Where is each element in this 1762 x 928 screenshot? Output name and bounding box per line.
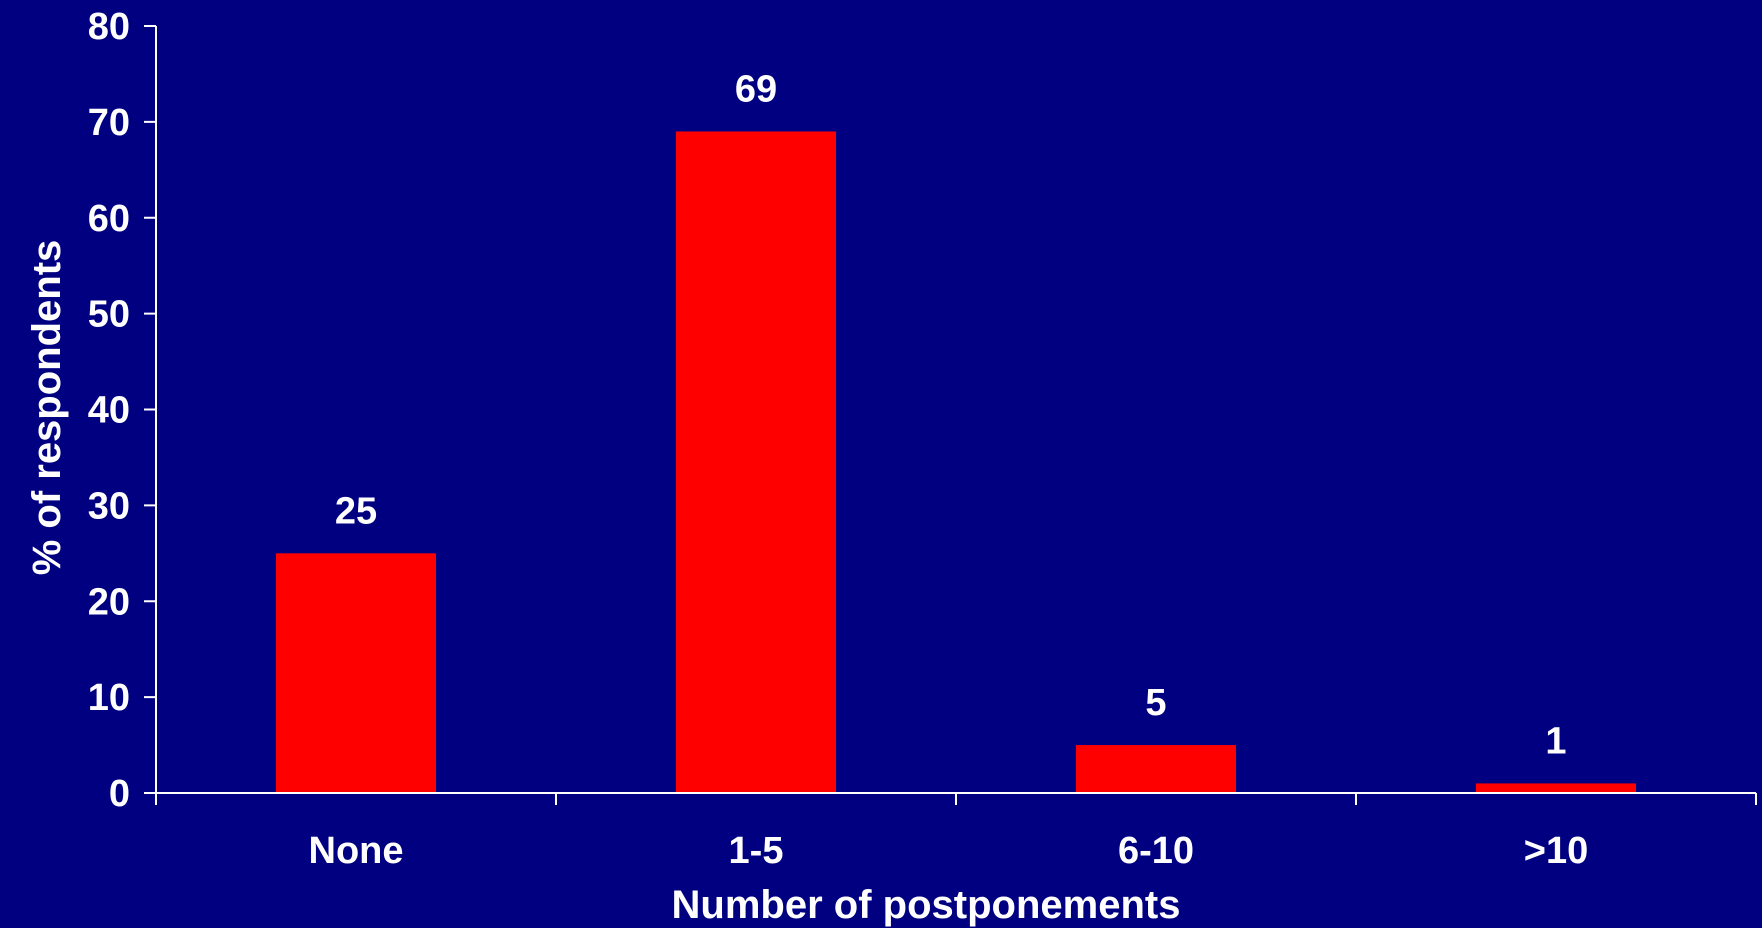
data-label: 69	[735, 68, 777, 110]
y-tick-label: 20	[88, 581, 130, 623]
data-label: 5	[1145, 682, 1166, 724]
bar-2	[1076, 745, 1236, 793]
category-labels: None 1-5 6-10 >10	[309, 830, 1589, 872]
category-label: None	[309, 830, 404, 872]
category-label: >10	[1524, 830, 1588, 872]
data-label: 25	[335, 490, 377, 532]
category-label: 6-10	[1118, 830, 1194, 872]
y-axis-ticks: 0 10 20 30 40 50 60 70 80	[88, 6, 156, 815]
y-tick-label: 30	[88, 485, 130, 527]
y-axis-title: % of respondents	[25, 240, 69, 576]
data-labels: 25 69 5 1	[335, 68, 1567, 762]
y-tick-label: 0	[109, 773, 130, 815]
y-tick-label: 50	[88, 294, 130, 336]
x-axis-title: Number of postponements	[672, 883, 1181, 927]
y-tick-label: 60	[88, 198, 130, 240]
x-axis-ticks	[155, 793, 1757, 805]
y-tick-label: 10	[88, 677, 130, 719]
bars	[276, 131, 1636, 793]
category-label: 1-5	[729, 830, 784, 872]
bar-0	[276, 553, 436, 793]
data-label: 1	[1545, 720, 1566, 762]
y-tick-label: 80	[88, 6, 130, 48]
y-tick-label: 70	[88, 102, 130, 144]
bar-1	[676, 131, 836, 793]
bar-3	[1476, 783, 1636, 793]
y-tick-label: 40	[88, 390, 130, 432]
